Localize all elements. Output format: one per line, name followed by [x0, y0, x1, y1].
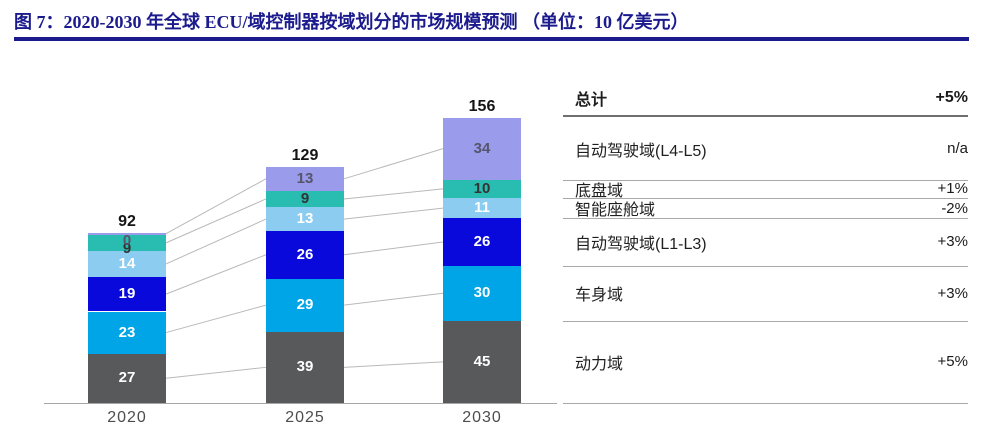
legend-separator — [563, 265, 968, 267]
legend-value-powertrain-domain: +5% — [937, 353, 968, 371]
segment-value-label: 23 — [118, 323, 136, 341]
legend-row-ad-l4-l5-domain: 自动驾驶域(L4-L5) n/a — [563, 137, 968, 161]
bar-segment-ad-l1-l3-domain — [443, 218, 521, 266]
legend-label-chassis-domain: 底盘域 — [575, 182, 624, 200]
bar-segment-chassis-domain — [88, 234, 166, 252]
segment-value-label: 29 — [296, 296, 314, 314]
bar-segment-ad-l4-l5-domain — [443, 117, 521, 180]
bar-segment-ad-l1-l3-domain — [88, 276, 166, 312]
segment-value-label: 34 — [473, 139, 491, 157]
legend-table: 总计 +5% 自动驾驶域(L4-L5) n/a 底盘域 +1% 智能座舱域 -2% 自动驾驶域(… — [563, 0, 968, 430]
legend-separator — [563, 179, 968, 181]
segment-value-label: 39 — [296, 358, 314, 376]
bar-segment-ad-l4-l5-domain — [266, 166, 344, 191]
legend-row-chassis-domain: 底盘域 +1% — [563, 177, 968, 201]
legend-label-powertrain-domain: 动力域 — [575, 355, 624, 373]
legend-separator — [563, 218, 968, 220]
bar-segment-cockpit-domain — [88, 251, 166, 277]
legend-separator — [563, 198, 968, 200]
segment-value-label: 10 — [473, 179, 491, 197]
segment-value-label: 9 — [300, 189, 310, 207]
legend-value-ad-l4-l5-domain: n/a — [947, 140, 968, 158]
segment-value-label: 13 — [296, 169, 314, 187]
bar-segment-ad-l1-l3-domain — [266, 230, 344, 279]
legend-label-body-domain: 车身域 — [575, 287, 624, 305]
bar-segment-body-domain — [266, 278, 344, 332]
segment-value-label: 14 — [118, 254, 136, 272]
x-axis-label: 2030 — [462, 409, 502, 426]
bar-segment-powertrain-domain — [443, 320, 521, 403]
segment-value-label: 45 — [473, 352, 491, 370]
legend-label-cockpit-domain: 智能座舱域 — [575, 202, 656, 220]
bar-segment-body-domain — [443, 265, 521, 321]
bar-segment-powertrain-domain — [88, 353, 166, 403]
legend-value-body-domain: +3% — [937, 284, 968, 302]
total-label: 156 — [468, 97, 496, 115]
legend-row-powertrain-domain: 动力域 +5% — [563, 350, 968, 374]
bar-segment-ad-l4-l5-domain — [88, 232, 166, 235]
segment-value-label: 26 — [473, 232, 491, 250]
segment-value-label: 26 — [296, 245, 314, 263]
legend-value-cockpit-domain: -2% — [941, 199, 968, 217]
x-axis-label: 2020 — [107, 409, 147, 426]
segment-value-label: 9 — [122, 239, 132, 257]
legend-row-total: 总计 +5% — [563, 86, 968, 110]
segment-value-label: 0 — [122, 231, 132, 249]
total-label: 92 — [118, 212, 136, 230]
x-axis-line — [44, 403, 557, 404]
title-underline — [14, 37, 969, 41]
legend-value-chassis-domain: +1% — [937, 180, 968, 198]
segment-value-label: 13 — [296, 210, 314, 228]
bar-segment-chassis-domain — [443, 179, 521, 199]
figure-title: 图 7：2020-2030 年全球 ECU/域控制器按域划分的市场规模预测 （单… — [14, 12, 689, 32]
segment-value-label: 11 — [474, 199, 490, 217]
legend-separator — [563, 403, 968, 404]
legend-separator — [563, 114, 968, 117]
legend-label-ad-l1-l3-domain: 自动驾驶域(L1-L3) — [575, 235, 707, 253]
segment-value-label: 27 — [118, 369, 136, 387]
bar-segment-body-domain — [88, 311, 166, 354]
legend-label-total: 总计 — [575, 92, 608, 109]
legend-separator — [563, 320, 968, 322]
bar-segment-cockpit-domain — [266, 207, 344, 231]
bar-segment-chassis-domain — [266, 190, 344, 208]
bar-segment-cockpit-domain — [443, 198, 521, 219]
legend-label-ad-l4-l5-domain: 自动驾驶域(L4-L5) — [575, 142, 707, 160]
segment-value-label: 30 — [473, 284, 491, 302]
legend-value-total: +5% — [935, 89, 968, 106]
segment-value-label: 19 — [118, 285, 136, 303]
bar-segment-powertrain-domain — [266, 331, 344, 403]
legend-row-body-domain: 车身域 +3% — [563, 281, 968, 305]
legend-row-cockpit-domain: 智能座舱域 -2% — [563, 196, 968, 220]
x-axis-label: 2025 — [285, 409, 325, 426]
legend-row-ad-l1-l3-domain: 自动驾驶域(L1-L3) +3% — [563, 230, 968, 254]
total-label: 129 — [291, 146, 319, 164]
legend-value-ad-l1-l3-domain: +3% — [937, 233, 968, 251]
